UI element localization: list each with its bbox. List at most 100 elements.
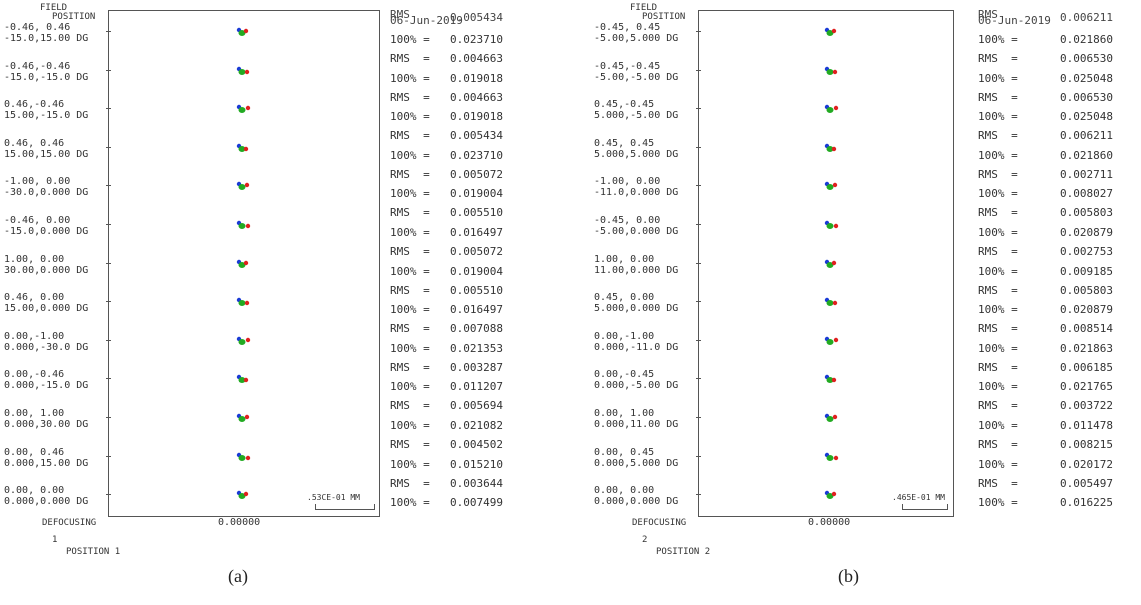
field-tick — [696, 69, 701, 71]
field-tick — [106, 108, 111, 110]
defocusing-label: DEFOCUSING — [632, 518, 687, 528]
red-spot — [832, 69, 838, 74]
green-spot — [826, 261, 834, 268]
green-spot — [238, 338, 246, 345]
rms-key: RMS = — [978, 438, 1018, 451]
rms-key: RMS = — [978, 129, 1018, 143]
red-spot — [243, 491, 249, 497]
green-spot — [238, 223, 246, 229]
defocusing-value: 0.00000 — [218, 517, 261, 528]
field-angle-label: 0.000,11.00 DG — [594, 419, 679, 430]
green-spot — [238, 184, 246, 191]
pct-value: 0.009185 — [1060, 264, 1113, 278]
field-label: 0.00, 1.00 — [4, 408, 65, 419]
red-spot — [244, 183, 250, 188]
field-label: -0.46, 0.46 — [4, 22, 71, 33]
green-spot — [826, 454, 834, 461]
field-label: 0.00,-0.46 — [4, 369, 65, 381]
rms-key: RMS = — [978, 167, 1018, 181]
rms-key: RMS = — [390, 476, 430, 490]
field-angle-label: 0.000,30.00 DG — [4, 419, 89, 430]
rms-key: RMS = — [390, 283, 430, 297]
pct-value: 0.011207 — [450, 380, 503, 394]
rms-value: 0.008514 — [1060, 322, 1113, 336]
field-tick — [696, 378, 701, 380]
field-angle-label: -30.0,0.000 DG — [4, 187, 89, 199]
green-spot — [238, 416, 246, 422]
red-spot — [831, 28, 837, 34]
rms-key: RMS = — [390, 206, 430, 220]
field-angle-label: 0.000,15.00 DG — [4, 457, 89, 469]
pct-key: 100% = — [390, 148, 430, 162]
field-tick — [106, 185, 111, 187]
position-header: POSITION — [642, 12, 686, 22]
field-label: 0.46,-0.46 — [4, 99, 65, 111]
field-label: -0.46, 0.00 — [4, 215, 71, 226]
rms-value: 0.004663 — [450, 52, 503, 65]
red-spot — [831, 378, 837, 383]
rms-value: 0.005803 — [1060, 283, 1113, 297]
field-tick — [696, 339, 701, 341]
field-header: FIELD — [40, 3, 68, 13]
rms-value: 0.005497 — [1060, 476, 1113, 490]
green-spot — [238, 68, 246, 75]
spot-cluster — [231, 63, 253, 77]
position-label: POSITION 2 — [656, 547, 711, 557]
spot-cluster — [819, 140, 841, 154]
pct-value: 0.021765 — [1060, 380, 1113, 394]
rms-value: 0.006530 — [1060, 52, 1113, 65]
field-label: 0.00,-1.00 — [4, 330, 65, 342]
pct-value: 0.020172 — [1060, 457, 1113, 471]
field-label: 0.00, 1.00 — [594, 408, 655, 419]
pct-key: 100% = — [978, 33, 1018, 46]
pct-value: 0.008027 — [1060, 187, 1113, 201]
field-angle-label: 15.00,15.00 DG — [4, 148, 89, 160]
pct-value: 0.021082 — [450, 419, 503, 432]
rms-value: 0.002753 — [1060, 245, 1113, 258]
pct-value: 0.019018 — [450, 71, 503, 85]
pct-key: 100% = — [978, 148, 1018, 162]
field-label: -1.00, 0.00 — [594, 176, 661, 188]
rms-value: 0.005510 — [450, 206, 503, 220]
rms-key: RMS = — [978, 360, 1018, 374]
field-tick — [106, 339, 111, 341]
red-spot — [245, 223, 251, 229]
panel-caption: (a) — [228, 566, 248, 586]
green-spot — [238, 300, 246, 307]
field-angle-label: 0.000,-30.0 DG — [4, 341, 89, 353]
spot-diagram-panel-a: FIELD POSITION -0.46, 0.46 -15.0,15.00 DG -0… — [0, 0, 570, 570]
spot-cluster — [231, 333, 253, 347]
field-tick — [696, 494, 701, 496]
pct-key: 100% = — [390, 341, 430, 355]
defocusing-value: 0.00000 — [808, 517, 851, 528]
pct-value: 0.019018 — [450, 110, 503, 124]
field-tick — [106, 31, 111, 32]
red-spot — [832, 300, 838, 306]
red-spot — [833, 337, 839, 342]
pct-key: 100% = — [978, 419, 1018, 432]
green-spot — [826, 30, 834, 36]
rms-value: 0.006530 — [1060, 90, 1113, 104]
pct-value: 0.023710 — [450, 33, 503, 46]
rms-key: RMS = — [390, 322, 430, 336]
field-header: FIELD — [630, 3, 658, 13]
rms-key: RMS = — [390, 90, 430, 104]
rms-key: RMS = — [390, 129, 430, 143]
red-spot — [831, 146, 837, 151]
pct-key: 100% = — [390, 226, 430, 239]
rms-value: 0.008215 — [1060, 438, 1113, 451]
position-header: POSITION — [52, 12, 96, 22]
field-tick — [106, 417, 111, 418]
top-rms-key: RMS — [978, 8, 998, 21]
pct-key: 100% = — [978, 496, 1018, 510]
pct-key: 100% = — [978, 457, 1018, 471]
red-spot — [243, 28, 249, 34]
field-angle-label: 0.000,-11.0 DG — [594, 341, 679, 353]
red-spot — [833, 455, 839, 460]
field-angle-label: -5.00,5.000 DG — [594, 33, 679, 44]
top-rms-value: 0.005434 — [450, 11, 503, 24]
field-angle-label: -15.0,0.000 DG — [4, 226, 89, 237]
field-label: 0.00, 0.00 — [4, 485, 65, 497]
pct-value: 0.021860 — [1060, 148, 1113, 162]
field-tick — [696, 301, 701, 303]
